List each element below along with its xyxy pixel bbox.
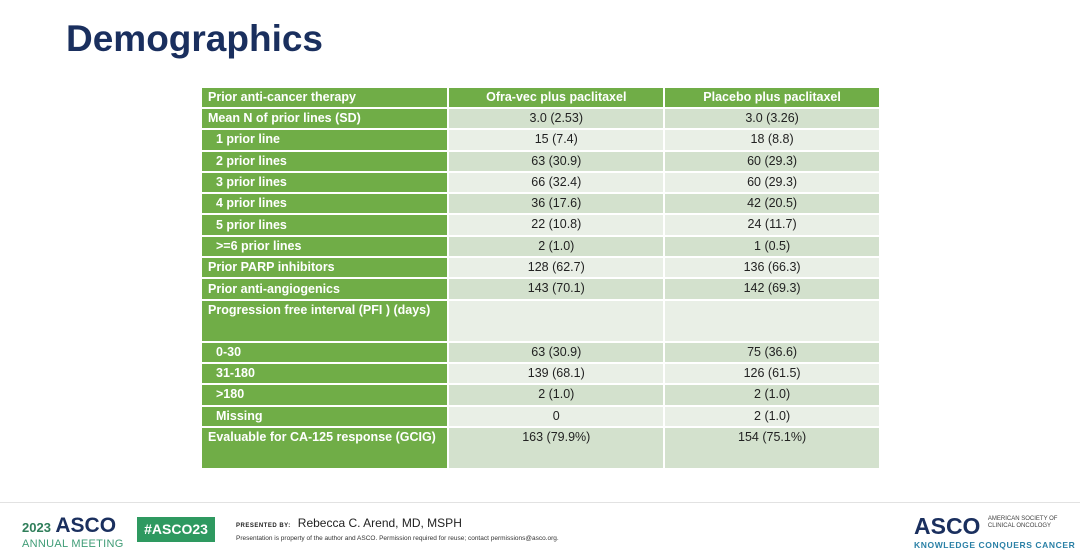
logo-tagline: KNOWLEDGE CONQUERS CANCER [914,540,1076,550]
row-label: 5 prior lines [199,213,450,237]
row-label: Mean N of prior lines (SD) [199,106,450,131]
table-row: 1 prior line 15 (7.4) 18 (8.8) [199,128,881,152]
table-row: 3 prior lines 66 (32.4) 60 (29.3) [199,170,881,195]
ofra-vec-value: 36 (17.6) [447,192,666,216]
presenter-name: Rebecca C. Arend, MD, MSPH [297,516,462,530]
demographics-table: Prior anti-cancer therapy Ofra-vec plus … [199,86,881,470]
row-label: Evaluable for CA-125 response (GCIG) [199,425,450,470]
placebo-value: 142 (69.3) [663,277,881,301]
ofra-vec-value: 163 (79.9%) [447,425,666,470]
ofra-vec-value: 143 (70.1) [447,277,666,301]
row-label: 0-30 [199,340,450,364]
placebo-value [663,298,881,343]
ofra-vec-value: 0 [447,404,666,428]
table-row: Progression free interval (PFI ) (days) [199,298,881,343]
row-label: >=6 prior lines [199,234,450,259]
column-header: Placebo plus paclitaxel [663,86,881,109]
row-label: Progression free interval (PFI ) (days) [199,298,450,343]
row-label: >180 [199,383,450,407]
ofra-vec-value: 3.0 (2.53) [447,106,666,131]
placebo-value: 3.0 (3.26) [663,106,881,131]
table-row: Mean N of prior lines (SD) 3.0 (2.53) 3.0 … [199,106,881,131]
ofra-vec-value: 128 (62.7) [447,256,666,280]
placebo-value: 2 (1.0) [663,383,881,407]
hashtag-badge: #ASCO23 [137,517,215,542]
placebo-value: 75 (36.6) [663,340,881,364]
table-row: 0-30 63 (30.9) 75 (36.6) [199,340,881,364]
table-row: >180 2 (1.0) 2 (1.0) [199,383,881,407]
table-header-row: Prior anti-cancer therapy Ofra-vec plus … [199,86,881,109]
placebo-value: 42 (20.5) [663,192,881,216]
placebo-value: 18 (8.8) [663,128,881,152]
logo-asco: ASCO [55,514,117,537]
placebo-value: 24 (11.7) [663,213,881,237]
row-label: 2 prior lines [199,149,450,173]
logo-society: AMERICAN SOCIETY OF CLINICAL ONCOLOGY [987,516,1058,529]
column-header: Ofra-vec plus paclitaxel [447,86,666,109]
ofra-vec-value [447,298,666,343]
ofra-vec-value: 66 (32.4) [447,170,666,195]
presented-by-label: PRESENTED BY: [236,523,291,529]
ofra-vec-value: 139 (68.1) [447,361,666,386]
ofra-vec-value: 22 (10.8) [447,213,666,237]
row-label: 4 prior lines [199,192,450,216]
placebo-value: 60 (29.3) [663,170,881,195]
page-title: Demographics [66,18,324,59]
placebo-value: 136 (66.3) [663,256,881,280]
placebo-value: 1 (0.5) [663,234,881,259]
row-label: 31-180 [199,361,450,386]
placebo-value: 60 (29.3) [663,149,881,173]
logo-asco-text: ASCO [914,513,981,539]
placebo-value: 2 (1.0) [663,404,881,428]
footer-divider [0,502,1080,503]
row-label: 3 prior lines [199,170,450,195]
copyright-note: Presentation is property of the author a… [236,535,559,542]
presenter: PRESENTED BY: Rebecca C. Arend, MD, MSPH [236,516,462,530]
table-row: 31-180 139 (68.1) 126 (61.5) [199,361,881,386]
table-row: >=6 prior lines 2 (1.0) 1 (0.5) [199,234,881,259]
row-label: Prior anti-angiogenics [199,277,450,301]
ofra-vec-value: 2 (1.0) [447,234,666,259]
ofra-vec-value: 63 (30.9) [447,340,666,364]
table-row: Missing 0 2 (1.0) [199,404,881,428]
table-row: Evaluable for CA-125 response (GCIG) 163 … [199,425,881,470]
placebo-value: 154 (75.1%) [663,425,881,470]
logo-annual-meeting: ANNUAL MEETING [22,538,124,550]
placebo-value: 126 (61.5) [663,361,881,386]
row-label: Missing [199,404,450,428]
ofra-vec-value: 2 (1.0) [447,383,666,407]
table-row: 2 prior lines 63 (30.9) 60 (29.3) [199,149,881,173]
column-header: Prior anti-cancer therapy [199,86,450,109]
ofra-vec-value: 63 (30.9) [447,149,666,173]
logo-year: 2023 [22,520,51,535]
table-row: 4 prior lines 36 (17.6) 42 (20.5) [199,192,881,216]
table-row: Prior anti-angiogenics 143 (70.1) 142 (69.… [199,277,881,301]
asco-logo: ASCO AMERICAN SOCIETY OF CLINICAL ONCOLO… [914,513,1075,550]
table-row: Prior PARP inhibitors 128 (62.7) 136 (66.3… [199,256,881,280]
asco-annual-meeting-logo: 2023 ASCO ANNUAL MEETING [22,514,124,550]
row-label: 1 prior line [199,128,450,152]
ofra-vec-value: 15 (7.4) [447,128,666,152]
row-label: Prior PARP inhibitors [199,256,450,280]
table-row: 5 prior lines 22 (10.8) 24 (11.7) [199,213,881,237]
